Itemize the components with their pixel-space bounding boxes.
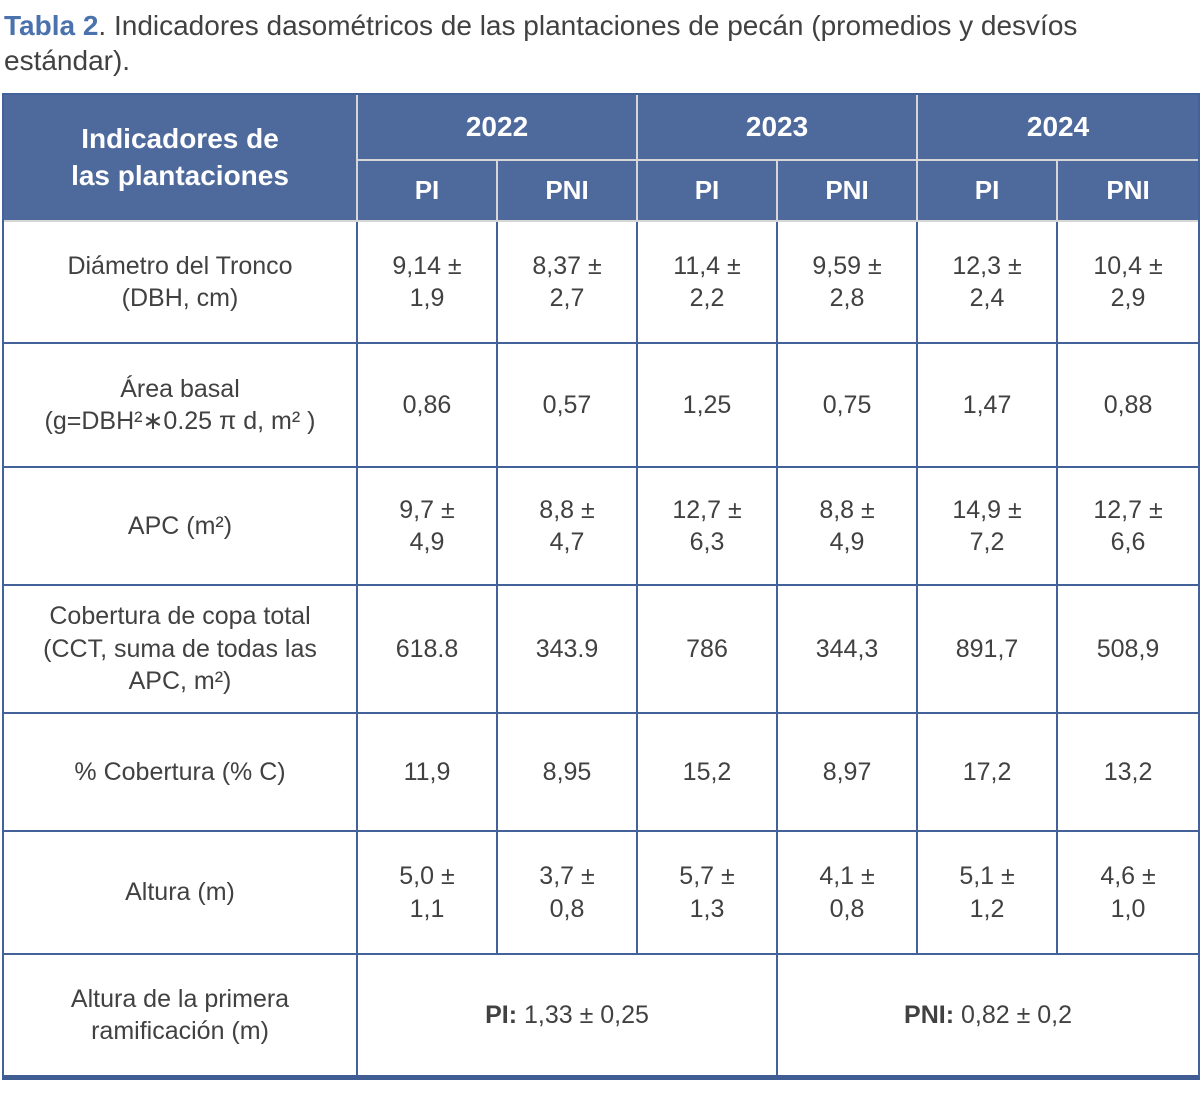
value-cell: 344,3: [778, 586, 919, 714]
row-label: Altura de la primera ramificación (m): [4, 955, 358, 1075]
table-row-primera-ramificacion: Altura de la primera ramificación (m) PI…: [4, 955, 1199, 1075]
caption-table-number: Tabla 2: [4, 10, 99, 41]
header-pni-2023: PNI: [778, 161, 919, 222]
corner-header-cell: Indicadores de las plantaciones: [4, 95, 358, 222]
value-cell: 618.8: [358, 586, 498, 714]
value-cell: 9,14 ± 1,9: [358, 222, 498, 344]
table-row-altura: Altura (m) 5,0 ± 1,1 3,7 ± 0,8 5,7 ± 1,3…: [4, 832, 1199, 955]
table-row-area-basal: Área basal (g=DBH²∗0.25 π d, m² ) 0,86 0…: [4, 344, 1199, 468]
table-row-cobertura: % Cobertura (% C) 11,9 8,95 15,2 8,97 17…: [4, 714, 1199, 832]
value-cell: 9,59 ± 2,8: [778, 222, 919, 344]
header-pi-2024: PI: [918, 161, 1059, 222]
value-cell: 0,88: [1058, 344, 1199, 468]
table-row-apc: APC (m²) 9,7 ± 4,9 8,8 ± 4,7 12,7 ± 6,3 …: [4, 468, 1199, 586]
header-year-2022: 2022: [358, 95, 639, 161]
table-row-cct: Cobertura de copa total (CCT, suma de to…: [4, 586, 1199, 714]
footer-pni-value: 0,82 ± 0,2: [960, 1000, 1073, 1029]
table-caption: Tabla 2. Indicadores dasométricos de las…: [4, 8, 1194, 78]
value-cell: 4,1 ± 0,8: [778, 832, 919, 955]
value-cell: 5,0 ± 1,1: [358, 832, 498, 955]
value-cell: 0,57: [498, 344, 639, 468]
row-label: APC (m²): [4, 468, 358, 586]
value-cell: 0,86: [358, 344, 498, 468]
caption-text: . Indicadores dasométricos de las planta…: [4, 10, 1078, 76]
value-cell: 3,7 ± 0,8: [498, 832, 639, 955]
value-cell: 1,25: [638, 344, 779, 468]
table-row-dbh: Diámetro del Tronco (DBH, cm) 9,14 ± 1,9…: [4, 222, 1199, 344]
value-cell: 14,9 ± 7,2: [918, 468, 1059, 586]
value-cell: 508,9: [1058, 586, 1199, 714]
footer-pi-cell: PI: 1,33 ± 0,25: [358, 955, 779, 1075]
header-pni-2024: PNI: [1058, 161, 1199, 222]
row-label: Altura (m): [4, 832, 358, 955]
value-cell: 1,47: [918, 344, 1059, 468]
value-cell: 10,4 ± 2,9: [1058, 222, 1199, 344]
footer-pi-value: 1,33 ± 0,25: [523, 1000, 649, 1029]
row-label: % Cobertura (% C): [4, 714, 358, 832]
value-cell: 891,7: [918, 586, 1059, 714]
value-cell: 0,75: [778, 344, 919, 468]
page: Tabla 2. Indicadores dasométricos de las…: [0, 8, 1200, 1080]
header-pi-2022: PI: [358, 161, 498, 222]
value-cell: 8,37 ± 2,7: [498, 222, 639, 344]
footer-pni-label: PNI:: [904, 1000, 955, 1029]
value-cell: 4,6 ± 1,0: [1058, 832, 1199, 955]
value-cell: 5,1 ± 1,2: [918, 832, 1059, 955]
header-pi-2023: PI: [638, 161, 779, 222]
value-cell: 8,97: [778, 714, 919, 832]
value-cell: 8,8 ± 4,9: [778, 468, 919, 586]
value-cell: 17,2: [918, 714, 1059, 832]
row-label: Área basal (g=DBH²∗0.25 π d, m² ): [4, 344, 358, 468]
value-cell: 12,3 ± 2,4: [918, 222, 1059, 344]
value-cell: 12,7 ± 6,3: [638, 468, 779, 586]
value-cell: 786: [638, 586, 779, 714]
footer-pni-cell: PNI: 0,82 ± 0,2: [778, 955, 1199, 1075]
header-year-2023: 2023: [638, 95, 919, 161]
header-pni-2022: PNI: [498, 161, 639, 222]
value-cell: 8,95: [498, 714, 639, 832]
row-label: Diámetro del Tronco (DBH, cm): [4, 222, 358, 344]
value-cell: 5,7 ± 1,3: [638, 832, 779, 955]
value-cell: 9,7 ± 4,9: [358, 468, 498, 586]
value-cell: 12,7 ± 6,6: [1058, 468, 1199, 586]
row-label: Cobertura de copa total (CCT, suma de to…: [4, 586, 358, 714]
header-sub-row: PI PNI PI PNI PI PNI: [4, 161, 1199, 222]
value-cell: 11,4 ± 2,2: [638, 222, 779, 344]
indicators-table: Indicadores de las plantaciones 2022 202…: [2, 93, 1200, 1080]
header-year-row: Indicadores de las plantaciones 2022 202…: [4, 95, 1199, 222]
value-cell: 13,2: [1058, 714, 1199, 832]
footer-pi-label: PI:: [485, 1000, 518, 1029]
value-cell: 11,9: [358, 714, 498, 832]
value-cell: 343.9: [498, 586, 639, 714]
value-cell: 15,2: [638, 714, 779, 832]
value-cell: 8,8 ± 4,7: [498, 468, 639, 586]
header-year-2024: 2024: [918, 95, 1199, 161]
